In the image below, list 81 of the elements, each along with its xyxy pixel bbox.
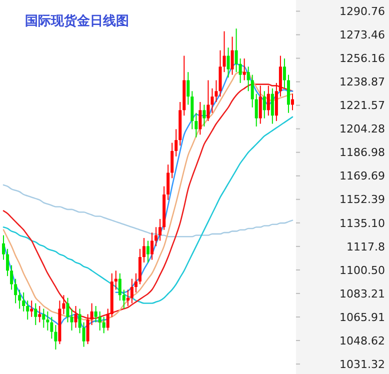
candlestick [70, 308, 74, 331]
candlestick [206, 80, 210, 122]
candlestick [270, 88, 274, 124]
candlestick [94, 306, 98, 323]
candlestick [266, 85, 270, 116]
y-tick-label: 1204.28 [340, 122, 385, 136]
candlestick [174, 128, 178, 157]
candlestick [158, 218, 162, 242]
y-tick-label: 1135.10 [340, 216, 385, 230]
candlestick [6, 248, 10, 277]
candlestick [122, 289, 126, 310]
y-tick-label: 1290.76 [340, 5, 385, 18]
y-tick-label: 1048.62 [340, 334, 385, 348]
candlestick [78, 308, 82, 334]
line-series [2, 116, 294, 304]
candlestick [30, 300, 34, 318]
candlestick [170, 142, 174, 179]
candlestick [42, 308, 46, 328]
candlestick [126, 289, 130, 306]
candlestick [118, 272, 122, 302]
candlestick [246, 66, 250, 92]
text: 国际现货金日线图 [25, 13, 129, 29]
line-series [2, 184, 294, 238]
candlestick [66, 297, 70, 323]
y-tick-label: 1117.8 [346, 240, 385, 254]
y-tick-label: 1256.16 [340, 52, 385, 66]
y-tick-label: 1221.57 [340, 99, 385, 112]
y-tick-label: 1083.21 [340, 287, 385, 300]
candlestick [210, 88, 214, 114]
candlestick [242, 58, 246, 81]
candlestick [186, 72, 190, 106]
candlestick [198, 102, 202, 136]
candlestick [14, 278, 18, 304]
candlestick [130, 278, 134, 304]
candlestick [18, 289, 22, 310]
candlestick [282, 58, 286, 89]
candlestick [230, 36, 234, 76]
candlestick [90, 302, 94, 326]
candlestick [222, 30, 226, 73]
candlestick [62, 294, 66, 315]
y-tick-label: 1152.39 [340, 193, 385, 206]
candlestick [194, 112, 198, 138]
candlestick [166, 164, 170, 200]
candlestick [226, 47, 230, 78]
candlestick [290, 93, 294, 111]
candlestick [150, 232, 154, 260]
candlestick [258, 85, 262, 124]
candlestick [214, 80, 218, 102]
candlestick [154, 226, 158, 247]
candlestick [26, 300, 30, 320]
candlestick [54, 324, 58, 350]
candlestick [142, 238, 146, 263]
y-tick-label: 1273.46 [340, 28, 385, 42]
y-tick-label: 1238.87 [340, 76, 385, 89]
candlestick [238, 58, 242, 84]
candlestick [98, 310, 102, 331]
candlestick [134, 272, 138, 293]
candlestick [106, 308, 110, 331]
candlestick [82, 322, 86, 348]
candlestick [262, 90, 266, 119]
y-tick-label: 1065.91 [340, 310, 385, 324]
candlestick [38, 306, 42, 323]
candlestick [202, 104, 206, 127]
candlestick [146, 240, 150, 263]
candlestick [250, 74, 254, 108]
candlestick [46, 310, 50, 331]
candlestick [22, 292, 26, 312]
candlestick [114, 270, 118, 290]
candlestick [74, 306, 78, 328]
candlestick [102, 316, 106, 334]
candlestick [86, 314, 90, 345]
candlestick [254, 93, 258, 127]
y-tick-label: 1169.69 [340, 170, 385, 183]
y-tick-label: 1186.98 [340, 146, 385, 160]
candlestick [10, 264, 14, 290]
candlestick [2, 234, 6, 260]
y-tick-label: 1031.32 [340, 358, 385, 371]
candlestick [50, 316, 54, 340]
y-tick-label: 1100.50 [340, 264, 385, 277]
candlestick [234, 28, 238, 73]
candlestick [34, 302, 38, 326]
